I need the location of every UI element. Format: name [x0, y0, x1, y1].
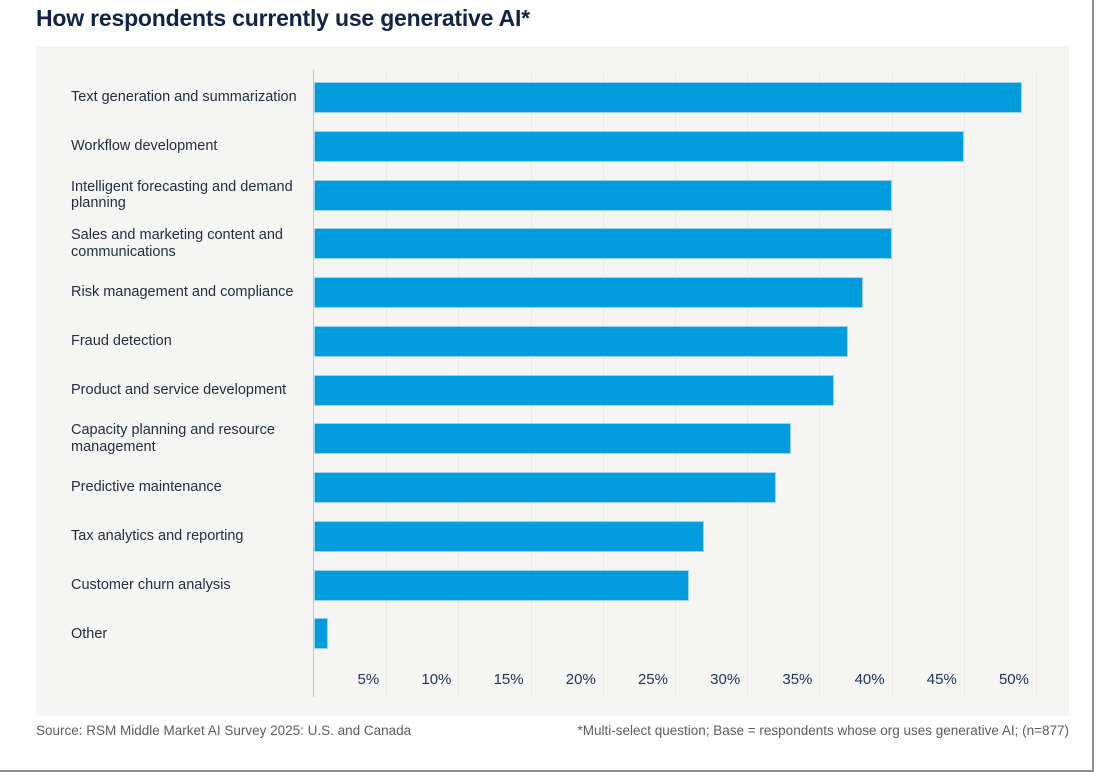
gridline — [1036, 70, 1037, 697]
gridline — [963, 70, 965, 697]
bar — [314, 179, 892, 211]
x-tick-label: 10% — [421, 671, 452, 688]
gridline — [891, 70, 893, 697]
category-label: Intelligent forecasting and demand plann… — [71, 178, 293, 212]
bar — [314, 130, 964, 162]
x-tick-label: 35% — [782, 671, 813, 688]
x-tick-label: 15% — [493, 671, 524, 688]
category-label: Tax analytics and reporting — [71, 528, 244, 544]
page-title: How respondents currently use generative… — [36, 5, 530, 31]
bar — [314, 520, 704, 552]
category-label: Capacity planning and resource managemen… — [71, 422, 275, 455]
category-label: Product and service development — [71, 381, 287, 398]
category-label: Workflow development — [71, 138, 218, 154]
footnote: *Multi-select question; Base = responden… — [577, 723, 1069, 738]
category-label: Text generation and summarization — [71, 89, 297, 106]
x-tick-label: 45% — [926, 671, 957, 688]
plot-area — [313, 70, 1037, 697]
bar-chart-panel: 5% 10% 15% 20% 25% 30% 35% 40% 45% 50% Text genera… — [36, 46, 1069, 716]
category-label: Predictive maintenance — [71, 479, 222, 496]
bar — [314, 472, 777, 503]
category-label: Customer churn analysis — [71, 576, 231, 593]
x-tick-label: 30% — [710, 671, 741, 688]
x-tick-label: 25% — [637, 671, 668, 688]
category-label: Fraud detection — [71, 333, 172, 349]
bar — [314, 325, 849, 357]
x-tick-label: 50% — [998, 671, 1029, 688]
bar — [314, 82, 1022, 113]
bar — [314, 569, 690, 601]
chart-footer: Source: RSM Middle Market AI Survey 2025… — [36, 723, 1069, 738]
bar — [314, 423, 791, 455]
x-tick-label: 5% — [357, 671, 380, 688]
x-tick-label: 40% — [854, 671, 885, 688]
bar — [314, 228, 892, 260]
x-tick-label: 20% — [565, 671, 596, 688]
category-label: Risk management and compliance — [71, 284, 294, 301]
category-label: Sales and marketing content and communic… — [71, 227, 283, 260]
bar — [314, 374, 834, 406]
bar — [314, 618, 329, 650]
category-label: Other — [71, 625, 108, 642]
bar — [314, 277, 863, 308]
source-note: Source: RSM Middle Market AI Survey 2025… — [36, 723, 412, 738]
